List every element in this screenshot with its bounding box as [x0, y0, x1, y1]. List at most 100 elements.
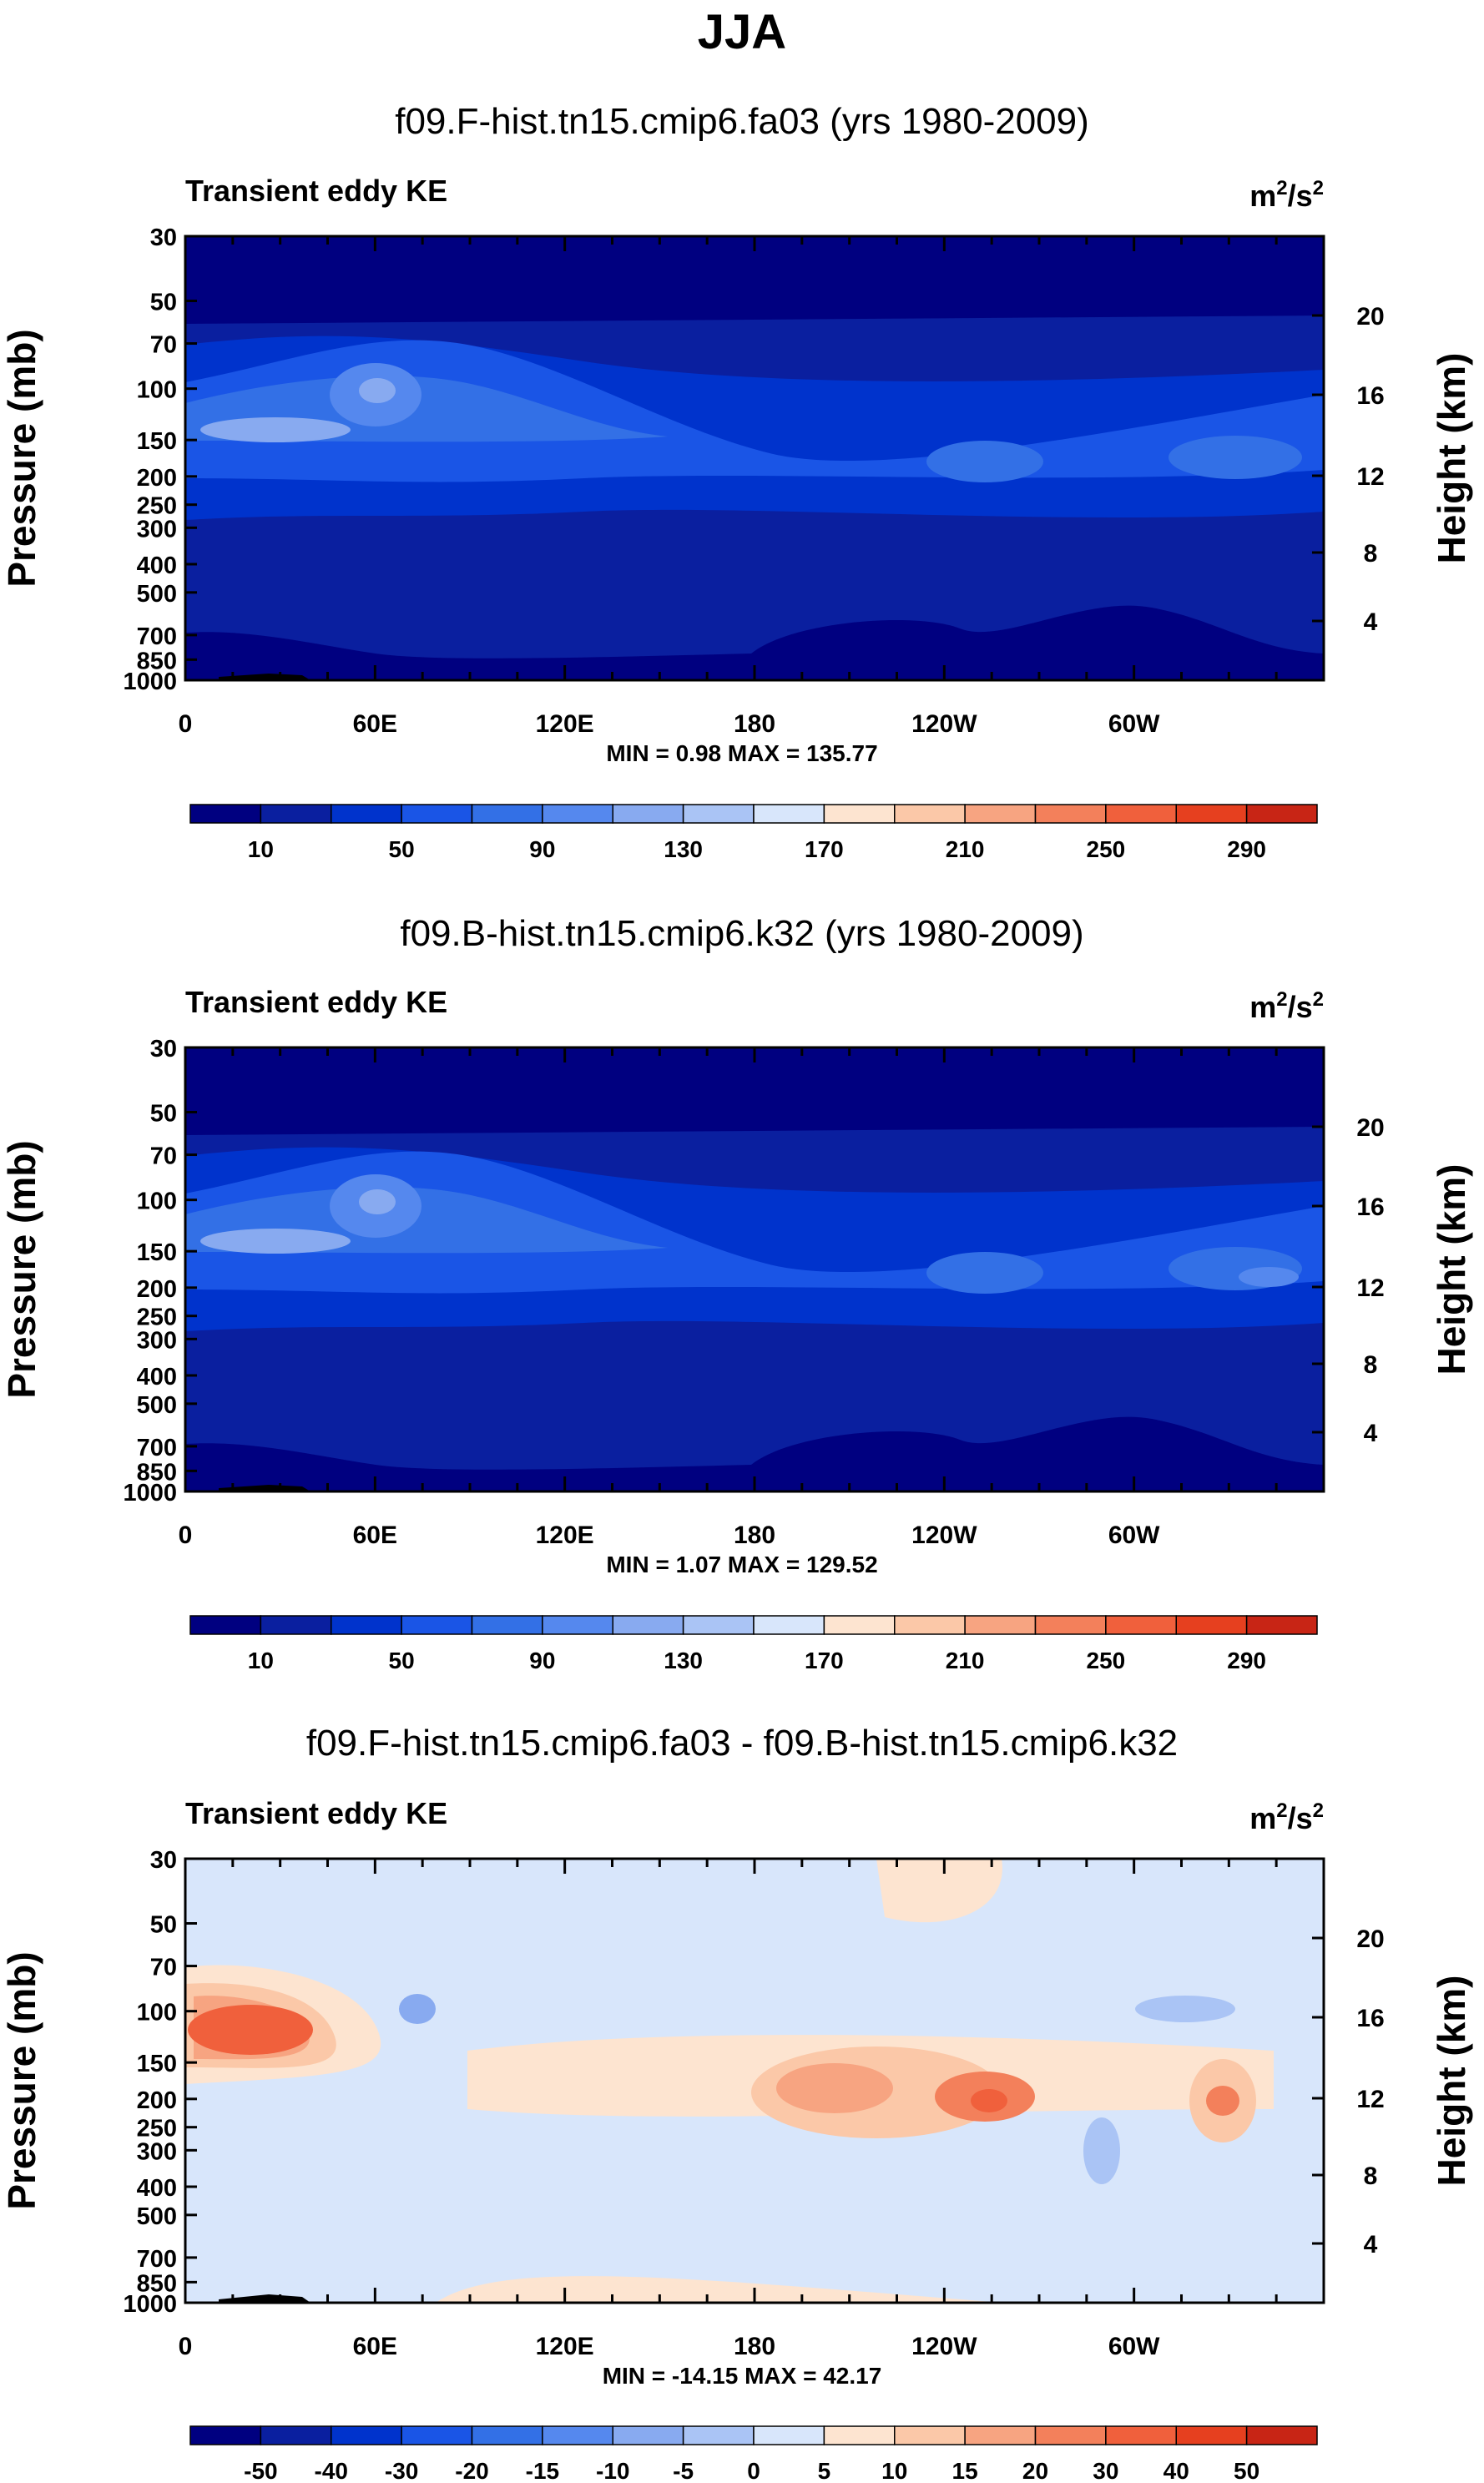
colorbar-label: -50 [244, 2458, 277, 2483]
contour-band [436, 2276, 1002, 2303]
units-exponent: 2 [1313, 988, 1324, 1011]
x-tick-label: 60W [1108, 2333, 1160, 2360]
y-tick-label: 30 [150, 225, 177, 251]
y-tick-label: 700 [137, 2246, 177, 2273]
colorbar-box [542, 1615, 613, 1635]
contour-band [185, 236, 1324, 324]
colorbar-box [612, 804, 684, 824]
x-tick-label: 0 [179, 2333, 193, 2360]
topography [219, 674, 310, 680]
contour-band [185, 1151, 1324, 1294]
y-axis-right-label: Height (km) [1430, 353, 1473, 564]
colorbar-label: -5 [673, 2458, 694, 2483]
colorbar-box [753, 2425, 825, 2445]
y-tick-label: 250 [137, 1305, 177, 1331]
colorbar-box [542, 804, 613, 824]
y-tick-label: 250 [137, 2116, 177, 2142]
height-tick-label: 4 [1364, 608, 1378, 636]
colorbar-label: 90 [529, 1648, 555, 1673]
colorbar-label: 290 [1227, 1648, 1266, 1673]
contour-band [200, 417, 351, 442]
panel-title: f09.B-hist.tn15.cmip6.k32 (yrs 1980-2009… [400, 913, 1083, 954]
y-axis-label: Pressure (mb) [0, 329, 43, 587]
panel-3: f09.F-hist.tn15.cmip6.fa03 - f09.B-hist.… [0, 1723, 1473, 2483]
y-tick-label: 1000 [123, 669, 177, 695]
colorbar-box [401, 2425, 473, 2445]
colorbar-box [753, 804, 825, 824]
colorbar-box [1034, 1615, 1107, 1635]
colorbar-box [1034, 2425, 1107, 2445]
colorbar-box [964, 1615, 1037, 1635]
y-tick-label: 150 [137, 1239, 177, 1266]
panel-title: f09.F-hist.tn15.cmip6.fa03 - f09.B-hist.… [306, 1723, 1178, 1764]
colorbar-box [331, 1615, 402, 1635]
y-tick-label: 300 [137, 2138, 177, 2165]
contour-band [1206, 2086, 1239, 2116]
y-axis-label: Pressure (mb) [0, 1951, 43, 2209]
height-tick-label: 16 [1356, 382, 1384, 410]
y-tick-label: 1000 [123, 1480, 177, 1506]
contour-band [399, 1994, 436, 2024]
y-tick-label: 850 [137, 1459, 177, 1486]
x-tick-label: 120W [911, 710, 977, 738]
x-tick-label: 180 [734, 710, 775, 738]
x-tick-label: 120W [911, 1522, 977, 1549]
contour-band [971, 2089, 1007, 2112]
colorbar-box [189, 2425, 262, 2445]
units-base: m [1249, 1801, 1276, 1835]
contour-band [1169, 436, 1302, 479]
y-axis-label: Pressure (mb) [0, 1140, 43, 1398]
x-tick-label: 0 [179, 710, 193, 738]
panel-left-label: Transient eddy KE [185, 1796, 447, 1830]
colorbar-box [964, 2425, 1037, 2445]
units-exponent: 2 [1276, 988, 1287, 1011]
height-tick-label: 16 [1356, 1194, 1384, 1221]
colorbar-label: 50 [389, 1648, 415, 1673]
colorbar-box [1245, 1615, 1318, 1635]
contour-band [185, 340, 1324, 482]
panel-left-label: Transient eddy KE [185, 985, 447, 1019]
colorbar-box [894, 1615, 966, 1635]
min-max-stats: MIN = 1.07 MAX = 129.52 [606, 1552, 877, 1577]
colorbar-label: -15 [526, 2458, 559, 2483]
colorbar-label: 5 [818, 2458, 831, 2483]
y-tick-label: 500 [137, 1392, 177, 1419]
colorbar-box [471, 1615, 543, 1635]
colorbar-box [189, 804, 262, 824]
height-tick-label: 16 [1356, 2005, 1384, 2032]
y-tick-label: 50 [150, 1101, 177, 1128]
colorbar-box [331, 2425, 402, 2445]
y-tick-label: 70 [150, 332, 177, 359]
y-tick-label: 500 [137, 2203, 177, 2230]
colorbar-label: 170 [805, 836, 844, 862]
units-exponent: 2 [1276, 177, 1287, 199]
colorbar-label: 20 [1022, 2458, 1048, 2483]
y-tick-label: 700 [137, 1435, 177, 1461]
x-tick-label: 0 [179, 1522, 193, 1549]
units-exponent: 2 [1313, 1799, 1324, 1822]
contour-band [1239, 1267, 1299, 1287]
y-tick-label: 200 [137, 1276, 177, 1303]
units-base: m [1249, 179, 1276, 213]
contour-band [185, 1416, 1324, 1491]
colorbar-box [682, 804, 755, 824]
colorbar-label: 130 [664, 836, 703, 862]
colorbar-box [1105, 804, 1177, 824]
x-tick-label: 180 [734, 1522, 775, 1549]
colorbar-label: 90 [529, 836, 555, 862]
colorbar-box [612, 1615, 684, 1635]
y-tick-label: 100 [137, 377, 177, 404]
x-tick-label: 60E [353, 1522, 397, 1549]
x-tick-label: 180 [734, 2333, 775, 2360]
x-tick-label: 60W [1108, 710, 1160, 738]
y-tick-label: 1000 [123, 2291, 177, 2318]
y-tick-label: 250 [137, 493, 177, 520]
x-tick-label: 60E [353, 710, 397, 738]
units-exponent: 2 [1276, 1799, 1287, 1822]
y-tick-label: 100 [137, 1189, 177, 1215]
x-tick-label: 120E [536, 2333, 594, 2360]
y-tick-label: 500 [137, 581, 177, 608]
contour-band [776, 2063, 893, 2113]
colorbar-label: 30 [1093, 2458, 1118, 2483]
x-tick-label: 60W [1108, 1522, 1160, 1549]
